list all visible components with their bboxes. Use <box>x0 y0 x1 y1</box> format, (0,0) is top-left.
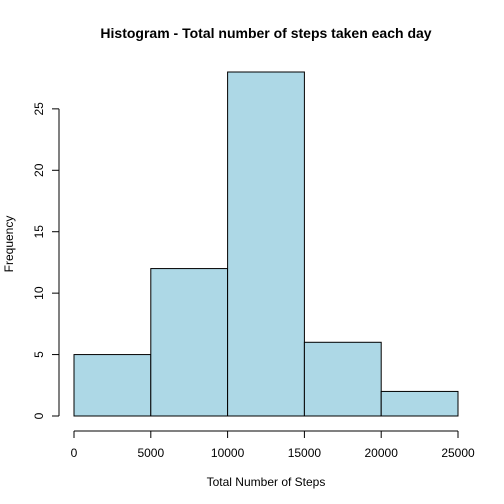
x-tick-label: 15000 <box>288 446 322 460</box>
histogram-bar-2 <box>227 71 305 417</box>
histogram-bar-3 <box>303 341 382 417</box>
x-tick-label: 10000 <box>211 446 245 460</box>
x-tick-label: 0 <box>71 446 78 460</box>
y-tick-label: 15 <box>32 225 46 239</box>
y-axis: 0 5 10 15 20 25 <box>32 102 60 419</box>
y-tick-label: 25 <box>32 102 46 116</box>
histogram-bar-0 <box>73 354 152 417</box>
x-tick-label: 5000 <box>137 446 164 460</box>
histogram-bar-4 <box>380 390 459 417</box>
y-tick-label: 5 <box>32 351 46 358</box>
y-axis-label: Frequency <box>2 216 16 273</box>
bars-group <box>73 71 459 417</box>
x-tick-label: 25000 <box>441 446 475 460</box>
y-tick-label: 0 <box>32 412 46 419</box>
y-tick-label: 20 <box>32 163 46 177</box>
chart-title: Histogram - Total number of steps taken … <box>100 25 431 41</box>
x-axis-label: Total Number of Steps <box>207 475 326 489</box>
histogram-bar-1 <box>150 268 229 417</box>
x-tick-label: 20000 <box>365 446 399 460</box>
y-tick-label: 10 <box>32 286 46 300</box>
x-axis: 0 5000 10000 15000 20000 25000 <box>71 430 475 460</box>
